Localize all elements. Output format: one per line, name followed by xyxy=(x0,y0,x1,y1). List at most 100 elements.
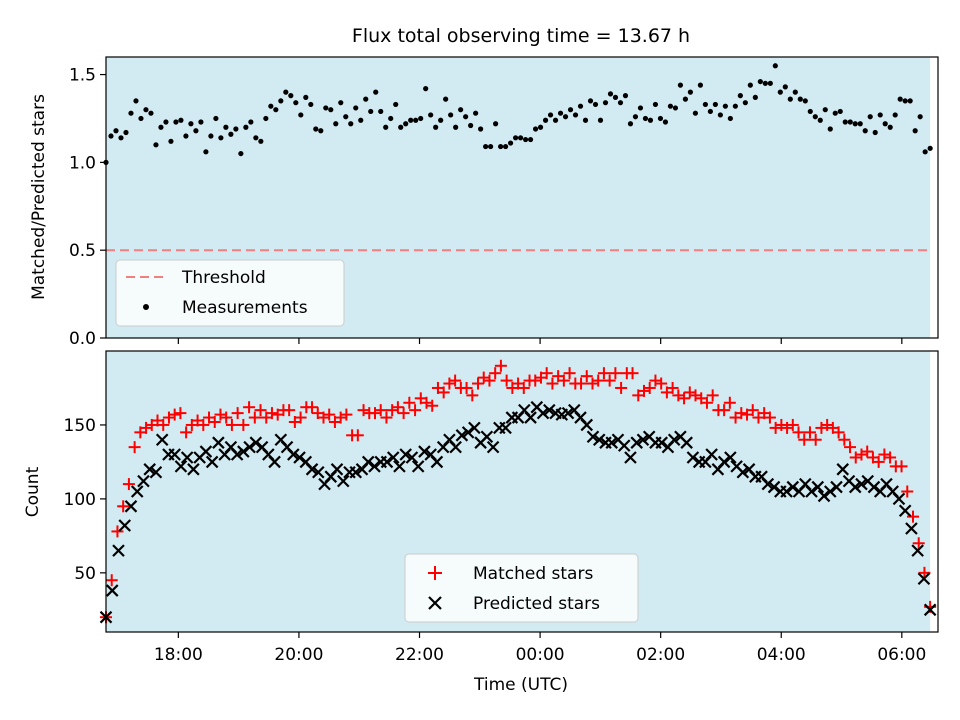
measurement-point xyxy=(368,108,374,115)
predicted-star-point xyxy=(212,436,225,449)
measurement-point xyxy=(168,138,174,144)
matched-star-point xyxy=(128,441,141,454)
predicted-star-point xyxy=(499,421,512,435)
top-y-axis: 0.0 0.5 1.0 1.5 xyxy=(69,66,106,349)
measurement-point xyxy=(123,129,129,136)
matched-star-point xyxy=(140,421,153,434)
matched-star-point xyxy=(666,381,679,394)
matched-star-point xyxy=(809,433,822,446)
measurement-point xyxy=(682,96,689,102)
x-tick-label: 22:00 xyxy=(395,645,444,665)
measurement-point xyxy=(652,101,659,108)
measurements-series xyxy=(103,63,933,165)
measurement-point xyxy=(328,107,334,113)
measurement-point xyxy=(138,115,144,122)
predicted-star-point xyxy=(705,448,718,461)
predicted-star-point xyxy=(655,436,668,449)
matched-star-point xyxy=(849,451,862,464)
measurement-point xyxy=(338,100,344,106)
matched-star-point xyxy=(815,421,828,434)
y-tick-label: 1.0 xyxy=(69,153,96,173)
measurement-point xyxy=(258,138,264,144)
y-tick-label: 100 xyxy=(64,490,96,510)
measurement-point xyxy=(657,115,664,122)
measurement-point xyxy=(293,100,299,106)
measurement-point xyxy=(692,110,699,116)
measurement-point xyxy=(577,103,584,109)
measurement-point xyxy=(562,114,569,120)
predicted-star-point xyxy=(892,492,906,506)
measurement-point xyxy=(837,108,843,115)
predicted-star-point xyxy=(680,436,693,449)
matched-star-point xyxy=(878,448,891,461)
measurement-point xyxy=(313,126,319,132)
matched-star-point xyxy=(500,374,513,387)
matched-star-point xyxy=(821,418,834,431)
matched-star-point xyxy=(466,389,479,402)
measurement-point xyxy=(642,115,649,122)
legend-matched-swatch xyxy=(428,566,442,580)
measurement-point xyxy=(143,107,149,113)
predicted-star-point xyxy=(717,455,731,469)
predicted-star-point xyxy=(149,465,163,479)
measurement-point xyxy=(602,100,609,106)
measurement-point xyxy=(832,110,838,116)
predicted-star-point xyxy=(393,460,406,473)
matched-star-point xyxy=(162,411,175,424)
matched-star-point xyxy=(334,411,347,424)
measurement-point xyxy=(822,107,828,113)
measurement-point xyxy=(263,115,269,122)
matched-star-point xyxy=(901,485,914,498)
matched-star-point xyxy=(884,451,897,464)
measurement-point xyxy=(867,114,873,120)
matched-star-point xyxy=(906,510,919,523)
matched-star-point xyxy=(380,411,393,424)
predicted-star-point xyxy=(187,463,200,476)
matched-star-point xyxy=(197,418,210,431)
matched-star-point xyxy=(798,433,811,446)
measurement-point xyxy=(458,107,464,113)
measurement-point xyxy=(857,121,863,127)
predicted-star-point xyxy=(468,421,481,435)
measurement-point xyxy=(542,117,549,123)
predicted-star-point xyxy=(268,455,281,469)
measurement-point xyxy=(303,94,309,100)
measurement-point xyxy=(817,117,823,123)
predicted-star-point xyxy=(586,430,600,444)
measurement-point xyxy=(408,117,414,123)
measurement-point xyxy=(358,117,364,123)
bottom-legend: Matched stars Predicted stars xyxy=(404,553,639,623)
predicted-star-point xyxy=(199,445,213,458)
matched-star-point xyxy=(637,384,650,397)
predicted-star-point xyxy=(923,603,937,617)
predicted-stars-series xyxy=(99,400,937,624)
predicted-star-point xyxy=(543,403,556,417)
measurement-point xyxy=(343,114,349,120)
measurement-point xyxy=(443,96,449,102)
measurement-point xyxy=(188,121,194,127)
matched-star-point xyxy=(763,411,776,424)
top-plot-frame xyxy=(105,56,939,339)
legend-measurements-swatch xyxy=(143,304,149,310)
matched-star-point xyxy=(426,399,439,412)
matched-star-point xyxy=(403,396,416,409)
measurement-point xyxy=(173,119,179,125)
predicted-star-point xyxy=(155,433,169,447)
matched-star-point xyxy=(700,396,713,409)
matched-star-point xyxy=(735,407,748,420)
predicted-star-point xyxy=(636,433,650,447)
matched-star-point xyxy=(157,418,170,431)
predicted-star-point xyxy=(380,455,394,469)
matched-star-point xyxy=(832,426,845,439)
measurement-point xyxy=(912,128,918,134)
predicted-star-point xyxy=(205,455,219,469)
predicted-star-point xyxy=(817,489,831,503)
bottom-x-axis-label: Time (UTC) xyxy=(473,675,568,695)
measurement-point xyxy=(722,103,728,109)
measurement-point xyxy=(552,117,559,123)
predicted-star-point xyxy=(386,451,400,464)
measurement-point xyxy=(907,98,913,104)
measurement-point xyxy=(632,114,639,120)
predicted-star-point xyxy=(592,433,606,447)
predicted-star-point xyxy=(455,429,469,442)
